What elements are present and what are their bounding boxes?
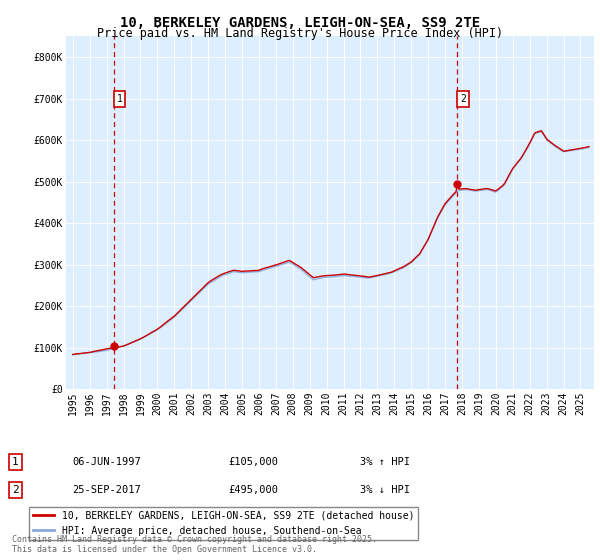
Text: 2: 2 bbox=[460, 94, 466, 104]
Text: 06-JUN-1997: 06-JUN-1997 bbox=[72, 457, 141, 467]
Text: 3% ↑ HPI: 3% ↑ HPI bbox=[360, 457, 410, 467]
Text: £495,000: £495,000 bbox=[228, 485, 278, 495]
Legend: 10, BERKELEY GARDENS, LEIGH-ON-SEA, SS9 2TE (detached house), HPI: Average price: 10, BERKELEY GARDENS, LEIGH-ON-SEA, SS9 … bbox=[29, 507, 418, 540]
Text: 3% ↓ HPI: 3% ↓ HPI bbox=[360, 485, 410, 495]
Text: Contains HM Land Registry data © Crown copyright and database right 2025.
This d: Contains HM Land Registry data © Crown c… bbox=[12, 535, 377, 554]
Text: 1: 1 bbox=[116, 94, 122, 104]
Text: 1: 1 bbox=[12, 457, 19, 467]
Text: Price paid vs. HM Land Registry's House Price Index (HPI): Price paid vs. HM Land Registry's House … bbox=[97, 27, 503, 40]
Text: £105,000: £105,000 bbox=[228, 457, 278, 467]
Text: 10, BERKELEY GARDENS, LEIGH-ON-SEA, SS9 2TE: 10, BERKELEY GARDENS, LEIGH-ON-SEA, SS9 … bbox=[120, 16, 480, 30]
Text: 25-SEP-2017: 25-SEP-2017 bbox=[72, 485, 141, 495]
Text: 2: 2 bbox=[12, 485, 19, 495]
